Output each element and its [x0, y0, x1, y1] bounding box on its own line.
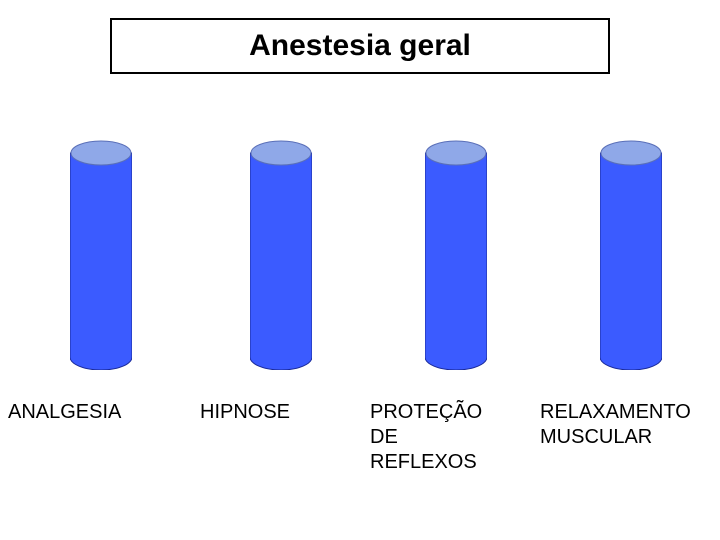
pillar-label-2: HIPNOSE: [200, 400, 290, 425]
page-title: Anestesia geral: [249, 29, 471, 63]
pillar-label-4: RELAXAMENTO MUSCULAR: [540, 400, 691, 450]
pillar-label-1: ANALGESIA: [8, 400, 121, 425]
title-box: Anestesia geral: [110, 18, 610, 74]
pillar-3: [425, 140, 487, 370]
pillar-2: [250, 140, 312, 370]
pillar-1: [70, 140, 132, 370]
pillars-row: [0, 140, 720, 390]
pillar-4: [600, 140, 662, 370]
pillar-label-3: PROTEÇÃO DE REFLEXOS: [370, 400, 482, 475]
